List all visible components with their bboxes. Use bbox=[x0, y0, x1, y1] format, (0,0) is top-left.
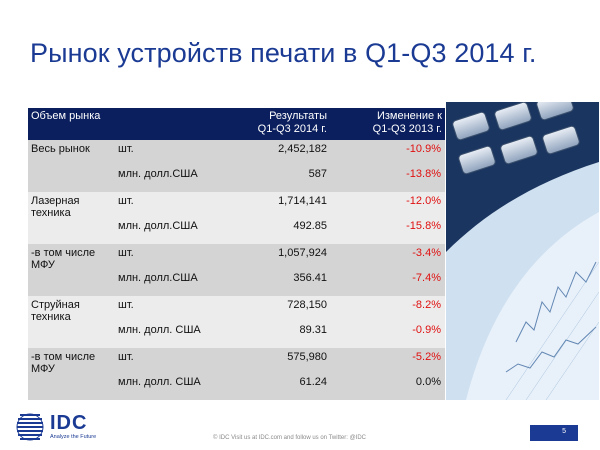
table-row: шт. 575,980 -5.2% bbox=[28, 351, 445, 365]
change-cell: -0.9% bbox=[412, 324, 441, 336]
change-cell: 0.0% bbox=[415, 376, 441, 388]
table-row: шт. 728,150 -8.2% bbox=[28, 299, 445, 313]
calculator-photo bbox=[446, 102, 599, 400]
value-cell: 89.31 bbox=[299, 324, 327, 336]
footer-text: © IDC Visit us at IDC.com and follow us … bbox=[213, 435, 367, 441]
unit-cell: млн. долл. США bbox=[118, 324, 201, 336]
table-row: шт. 1,057,924 -3.4% bbox=[28, 247, 445, 261]
unit-cell: млн. долл.США bbox=[118, 220, 198, 232]
table-row: млн. долл. США 89.31 -0.9% bbox=[28, 324, 445, 338]
group-inkjet-mfp: -в том числе МФУ шт. 575,980 -5.2% млн. … bbox=[28, 348, 445, 400]
group-laser: Лазерная техника шт. 1,714,141 -12.0% мл… bbox=[28, 192, 445, 244]
change-cell: -5.2% bbox=[412, 351, 441, 363]
page-number: 5 bbox=[562, 428, 566, 435]
page-number-box: 5 bbox=[530, 425, 578, 441]
group-label: -в том числе МФУ bbox=[31, 247, 96, 271]
change-cell: -3.4% bbox=[412, 247, 441, 259]
unit-cell: шт. bbox=[118, 195, 134, 207]
table-row: млн. долл.США 492.85 -15.8% bbox=[28, 220, 445, 234]
header-results: Результаты Q1-Q3 2014 г. bbox=[258, 110, 327, 136]
change-cell: -8.2% bbox=[412, 299, 441, 311]
group-laser-mfp: -в том числе МФУ шт. 1,057,924 -3.4% млн… bbox=[28, 244, 445, 296]
unit-cell: млн. долл. США bbox=[118, 376, 201, 388]
change-cell: -12.0% bbox=[406, 195, 441, 207]
value-cell: 1,714,141 bbox=[278, 195, 327, 207]
idc-globe-icon bbox=[16, 413, 44, 441]
value-cell: 1,057,924 bbox=[278, 247, 327, 259]
change-cell: -13.8% bbox=[406, 168, 441, 180]
table-row: млн. долл.США 587 -13.8% bbox=[28, 168, 445, 182]
header-change-line2: Q1-Q3 2013 г. bbox=[372, 123, 442, 135]
group-label: Струйная техника bbox=[31, 299, 80, 323]
group-label: Весь рынок bbox=[31, 143, 90, 155]
group-label: Лазерная техника bbox=[31, 195, 80, 219]
idc-logo: IDC bbox=[50, 412, 88, 434]
unit-cell: шт. bbox=[118, 143, 134, 155]
change-cell: -15.8% bbox=[406, 220, 441, 232]
table-row: шт. 1,714,141 -12.0% bbox=[28, 195, 445, 209]
value-cell: 2,452,182 bbox=[278, 143, 327, 155]
value-cell: 492.85 bbox=[293, 220, 327, 232]
header-change: Изменение к Q1-Q3 2013 г. bbox=[373, 110, 442, 136]
header-change-line1: Изменение к bbox=[376, 110, 442, 122]
table-header: Объем рынка Результаты Q1-Q3 2014 г. Изм… bbox=[28, 108, 445, 140]
value-cell: 587 bbox=[308, 168, 327, 180]
table-row: млн. долл. США 61.24 0.0% bbox=[28, 376, 445, 390]
value-cell: 356.41 bbox=[293, 272, 327, 284]
header-market-volume: Объем рынка bbox=[31, 110, 101, 122]
change-cell: -10.9% bbox=[406, 143, 441, 155]
table-row: млн. долл.США 356.41 -7.4% bbox=[28, 272, 445, 286]
group-inkjet: Струйная техника шт. 728,150 -8.2% млн. … bbox=[28, 296, 445, 348]
table-row: шт. 2,452,182 -10.9% bbox=[28, 143, 445, 157]
group-total-market: Весь рынок шт. 2,452,182 -10.9% млн. дол… bbox=[28, 140, 445, 192]
market-table: Объем рынка Результаты Q1-Q3 2014 г. Изм… bbox=[28, 108, 445, 400]
value-cell: 575,980 bbox=[287, 351, 327, 363]
unit-cell: млн. долл.США bbox=[118, 168, 198, 180]
header-results-line2: Q1-Q3 2014 г. bbox=[257, 123, 327, 135]
slide-title: Рынок устройств печати в Q1-Q3 2014 г. bbox=[30, 38, 537, 68]
header-results-line1: Результаты bbox=[269, 110, 327, 122]
unit-cell: шт. bbox=[118, 351, 134, 363]
unit-cell: шт. bbox=[118, 247, 134, 259]
value-cell: 728,150 bbox=[287, 299, 327, 311]
unit-cell: шт. bbox=[118, 299, 134, 311]
unit-cell: млн. долл.США bbox=[118, 272, 198, 284]
calculator-finance-icon bbox=[446, 102, 599, 400]
value-cell: 61.24 bbox=[299, 376, 327, 388]
idc-tagline: Analyze the Future bbox=[50, 434, 97, 440]
group-label: -в том числе МФУ bbox=[31, 351, 96, 375]
change-cell: -7.4% bbox=[412, 272, 441, 284]
